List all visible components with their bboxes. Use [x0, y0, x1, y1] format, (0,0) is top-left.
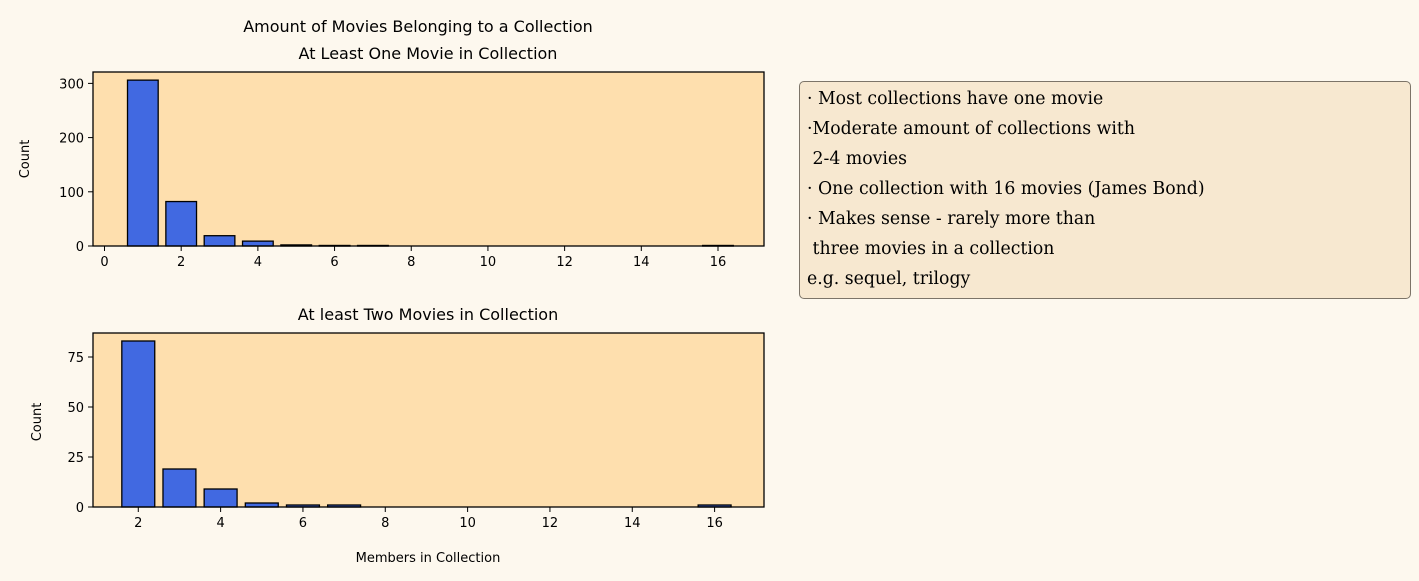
annotation-line: · Most collections have one movie — [807, 89, 1104, 109]
bottom-xtick-label: 6 — [299, 516, 307, 531]
chart-top-frame — [92, 71, 765, 247]
top-ytick-label: 300 — [59, 77, 84, 92]
bottom-xtick-label: 8 — [381, 516, 389, 531]
chart-top-subtitle: At Least One Movie in Collection — [299, 44, 558, 63]
annotation-line: · Makes sense - rarely more than — [807, 209, 1096, 229]
annotation-line: ·Moderate amount of collections with — [807, 119, 1135, 139]
bottom-bar — [203, 488, 238, 508]
annotation-line: · One collection with 16 movies (James B… — [807, 179, 1205, 199]
chart-bottom-bars — [121, 340, 732, 508]
bottom-ytick-label: 50 — [67, 401, 84, 416]
annotation-line: 2-4 movies — [807, 149, 907, 169]
chart-bottom-title: At least Two Movies in Collection — [298, 305, 558, 324]
chart-top-xticks: 0 2 4 6 8 10 12 14 16 — [100, 246, 726, 270]
annotation-line: three movies in a collection — [807, 239, 1055, 259]
chart-top-title: Amount of Movies Belonging to a Collecti… — [243, 17, 593, 36]
chart-bottom-xticks: 2 4 6 8 10 12 14 16 — [134, 507, 723, 531]
top-xtick-label: 12 — [556, 255, 573, 270]
top-bar — [126, 79, 159, 247]
top-xtick-label: 2 — [177, 255, 185, 270]
bottom-xtick-label: 16 — [706, 516, 723, 531]
bottom-ytick-label: 0 — [76, 501, 84, 516]
chart-bottom-plot-area — [93, 333, 764, 507]
top-xtick-label: 4 — [254, 255, 262, 270]
top-ytick-label: 100 — [59, 186, 84, 201]
chart-top: Amount of Movies Belonging to a Collecti… — [18, 17, 765, 270]
top-xtick-label: 14 — [633, 255, 650, 270]
bottom-bar — [162, 468, 197, 508]
chart-bottom-xlabel: Members in Collection — [356, 551, 501, 566]
annotation-box: · Most collections have one movie ·Moder… — [799, 81, 1411, 299]
chart-bottom-yticks: 0 25 50 75 — [67, 351, 93, 516]
chart-bottom: At least Two Movies in Collection Count … — [30, 305, 765, 566]
chart-top-yticks: 0 100 200 300 — [59, 77, 93, 255]
top-bar — [241, 240, 274, 247]
bottom-ytick-label: 75 — [67, 351, 84, 366]
chart-top-ylabel: Count — [18, 140, 33, 179]
top-bar — [165, 200, 198, 247]
annotation-line: e.g. sequel, trilogy — [807, 269, 971, 289]
top-xtick-label: 6 — [330, 255, 338, 270]
bottom-xtick-label: 4 — [216, 516, 224, 531]
chart-bottom-frame — [92, 332, 765, 508]
top-ytick-label: 200 — [59, 132, 84, 147]
chart-bottom-ylabel: Count — [30, 403, 45, 442]
bottom-xtick-label: 14 — [624, 516, 641, 531]
top-xtick-label: 16 — [710, 255, 727, 270]
bottom-bar — [121, 340, 156, 508]
bottom-xtick-label: 2 — [134, 516, 142, 531]
chart-top-plot-area — [93, 72, 764, 246]
bottom-xtick-label: 10 — [459, 516, 476, 531]
top-xtick-label: 0 — [100, 255, 108, 270]
bottom-ytick-label: 25 — [67, 451, 84, 466]
top-xtick-label: 10 — [480, 255, 497, 270]
top-ytick-label: 0 — [76, 240, 84, 255]
top-xtick-label: 8 — [407, 255, 415, 270]
top-bar — [203, 235, 236, 247]
bottom-xtick-label: 12 — [542, 516, 559, 531]
